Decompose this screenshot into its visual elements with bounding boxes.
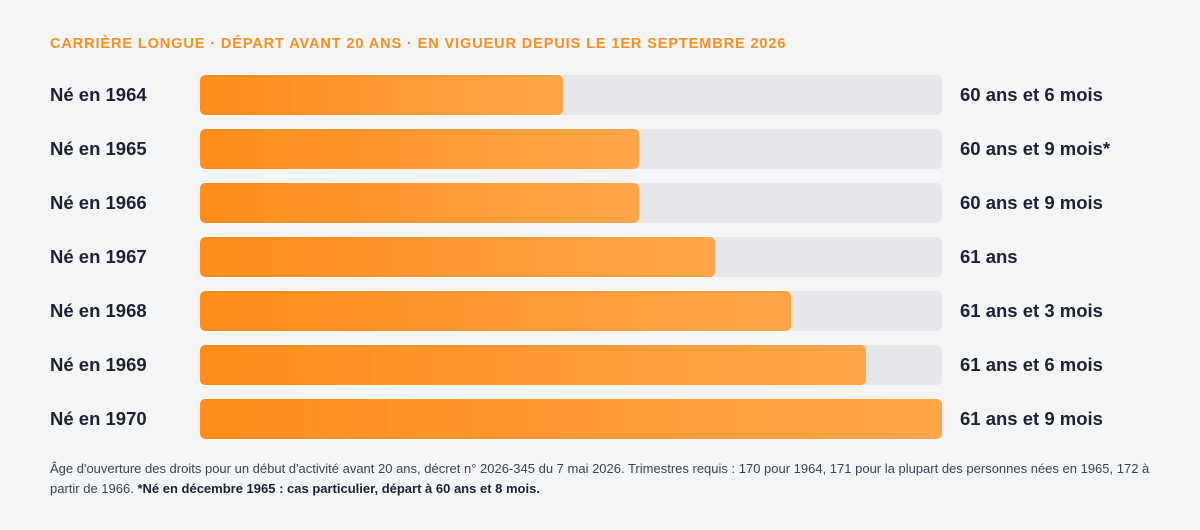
bar xyxy=(200,129,639,169)
category-label: Né en 1968 xyxy=(50,300,147,321)
data-label: 60 ans et 9 mois xyxy=(960,192,1103,213)
data-label: 61 ans et 6 mois xyxy=(960,354,1103,375)
bar-track xyxy=(200,129,942,169)
data-label: 60 ans et 9 mois* xyxy=(960,138,1111,159)
data-label: 61 ans xyxy=(960,246,1018,267)
category-label: Né en 1969 xyxy=(50,354,147,375)
data-label: 61 ans et 3 mois xyxy=(960,300,1103,321)
bar xyxy=(200,75,563,115)
bar xyxy=(200,237,715,277)
bar-track xyxy=(200,291,942,331)
bar xyxy=(200,399,942,439)
footnote-text: Âge d'ouverture des droits pour un début… xyxy=(50,461,1150,496)
category-label: Né en 1966 xyxy=(50,192,147,213)
footnote: Âge d'ouverture des droits pour un début… xyxy=(50,459,1150,499)
chart-title: CARRIÈRE LONGUE · DÉPART AVANT 20 ANS · … xyxy=(50,36,787,52)
data-label: 60 ans et 6 mois xyxy=(960,84,1103,105)
category-label: Né en 1967 xyxy=(50,246,147,267)
bar-track xyxy=(200,75,942,115)
bar-row: Né en 1968 61 ans et 3 mois xyxy=(50,291,1150,331)
bar-track xyxy=(200,399,942,439)
bar-row: Né en 1970 61 ans et 9 mois xyxy=(50,399,1150,439)
bar xyxy=(200,291,791,331)
bar-row: Né en 1966 60 ans et 9 mois xyxy=(50,183,1150,223)
footnote-bold: *Né en décembre 1965 : cas particulier, … xyxy=(137,481,540,496)
chart-panel: CARRIÈRE LONGUE · DÉPART AVANT 20 ANS · … xyxy=(50,0,1150,530)
category-label: Né en 1970 xyxy=(50,408,147,429)
bar-row: Né en 1964 60 ans et 6 mois xyxy=(50,75,1150,115)
bar-track xyxy=(200,345,942,385)
data-label: 61 ans et 9 mois xyxy=(960,408,1103,429)
bar-row: Né en 1969 61 ans et 6 mois xyxy=(50,345,1150,385)
bar-row: Né en 1967 61 ans xyxy=(50,237,1150,277)
bar-row: Né en 1965 60 ans et 9 mois* xyxy=(50,129,1150,169)
bar xyxy=(200,345,866,385)
category-label: Né en 1965 xyxy=(50,138,147,159)
bar-track xyxy=(200,237,942,277)
category-label: Né en 1964 xyxy=(50,84,147,105)
bar-track xyxy=(200,183,942,223)
bar xyxy=(200,183,639,223)
bar-rows: Né en 1964 60 ans et 6 mois Né en 1965 60 a… xyxy=(50,75,1150,453)
